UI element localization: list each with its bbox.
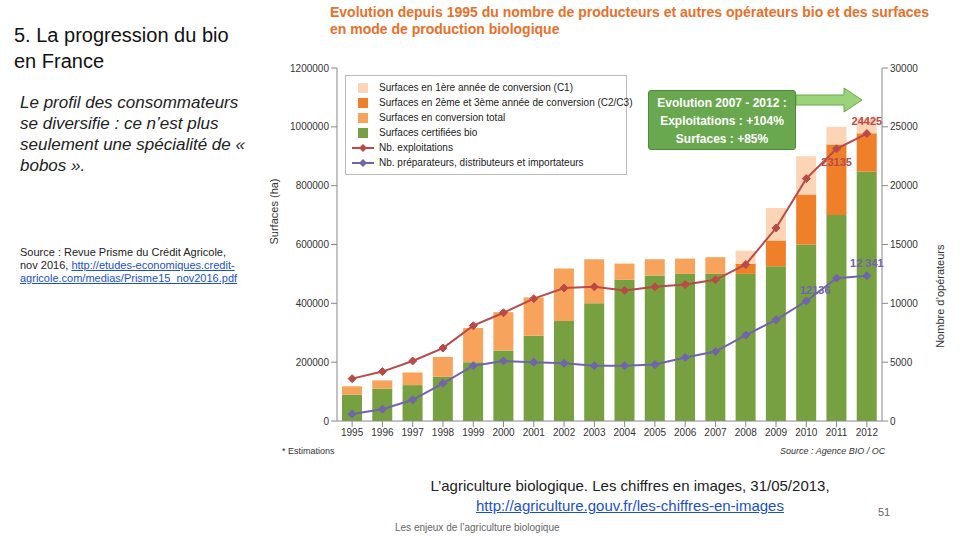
svg-text:800000: 800000 xyxy=(296,180,330,191)
html-text:* Estimations: * Estimations xyxy=(282,446,335,456)
svg-text:12136: 12136 xyxy=(800,284,831,296)
svg-text:200000: 200000 xyxy=(296,357,330,368)
svg-text:24425: 24425 xyxy=(852,115,883,127)
svg-text:1996: 1996 xyxy=(371,427,394,438)
html-text:http://agriculture.gouv.fr/les: http://agriculture.gouv.fr/les-chiffres-… xyxy=(476,497,784,514)
html-text:5. La progression du bio en Fr: 5. La progression du bio en France xyxy=(14,24,229,72)
html-text:Nb. préparateurs, distributeur: Nb. préparateurs, distributeurs et impor… xyxy=(379,157,584,168)
svg-text:12 341: 12 341 xyxy=(850,257,884,269)
html-text:Surfaces en 2ème et 3ème année: Surfaces en 2ème et 3ème année de conver… xyxy=(379,97,633,108)
html-text:Nb. exploitations: Nb. exploitations xyxy=(379,142,453,153)
svg-text:2004: 2004 xyxy=(614,427,637,438)
svg-text:2009: 2009 xyxy=(765,427,788,438)
svg-text:2012: 2012 xyxy=(856,427,879,438)
svg-text:600000: 600000 xyxy=(296,239,330,250)
html-text:Evolution depuis 1995 du nombr: Evolution depuis 1995 du nombre de produ… xyxy=(330,4,929,37)
svg-text:2002: 2002 xyxy=(553,427,576,438)
svg-text:Surfaces (ha): Surfaces (ha) xyxy=(268,178,280,244)
html-text:Source : Revue Prisme du Crédi: Source : Revue Prisme du Crédit Agricole… xyxy=(20,246,238,284)
svg-text:2003: 2003 xyxy=(583,427,606,438)
html-text:Surfaces en 1ère année de conv: Surfaces en 1ère année de conversion (C1… xyxy=(379,82,573,93)
svg-text:5000: 5000 xyxy=(890,357,913,368)
svg-text:2007: 2007 xyxy=(704,427,727,438)
svg-text:1998: 1998 xyxy=(432,427,455,438)
svg-text:2011: 2011 xyxy=(826,427,848,438)
svg-text:2005: 2005 xyxy=(644,427,667,438)
html-text:Surfaces en conversion total: Surfaces en conversion total xyxy=(379,112,506,123)
svg-text:Nombre d’opérateurs: Nombre d’opérateurs xyxy=(934,244,946,348)
svg-text:1995: 1995 xyxy=(341,427,364,438)
svg-text:20000: 20000 xyxy=(890,180,918,191)
svg-text:2010: 2010 xyxy=(795,427,818,438)
html-text:Source : Agence BIO / OC: Source : Agence BIO / OC xyxy=(780,446,886,456)
svg-text:15000: 15000 xyxy=(890,239,918,250)
svg-text:2000: 2000 xyxy=(492,427,515,438)
svg-text:2001: 2001 xyxy=(523,427,546,438)
html-text:51: 51 xyxy=(878,506,891,518)
svg-text:2008: 2008 xyxy=(735,427,758,438)
html-text:Le profil des consommateurs se: Le profil des consommateurs se diversifi… xyxy=(20,93,245,175)
svg-text:400000: 400000 xyxy=(296,298,330,309)
svg-text:30000: 30000 xyxy=(890,63,918,74)
html-text:Exploitations : +104%: Exploitations : +104% xyxy=(660,114,784,128)
svg-text:1000000: 1000000 xyxy=(290,121,329,132)
html-text:Surfaces certifiées bio: Surfaces certifiées bio xyxy=(379,127,478,138)
svg-text:1997: 1997 xyxy=(402,427,425,438)
svg-text:23135: 23135 xyxy=(821,156,852,168)
svg-text:25000: 25000 xyxy=(890,121,918,132)
svg-text:0: 0 xyxy=(890,416,896,427)
html-text:L’agriculture biologique. Les: L’agriculture biologique. Les chiffres e… xyxy=(430,477,830,494)
svg-text:0: 0 xyxy=(323,416,329,427)
svg-text:10000: 10000 xyxy=(890,298,918,309)
html-text:Evolution 2007 - 2012 :: Evolution 2007 - 2012 : xyxy=(657,96,787,110)
html-text:Les enjeux de l’agriculture bi: Les enjeux de l’agriculture biologique xyxy=(395,522,560,533)
html-text:Surfaces : +85%: Surfaces : +85% xyxy=(675,132,769,146)
svg-text:1200000: 1200000 xyxy=(290,63,329,74)
svg-text:2006: 2006 xyxy=(674,427,697,438)
svg-text:1999: 1999 xyxy=(462,427,485,438)
